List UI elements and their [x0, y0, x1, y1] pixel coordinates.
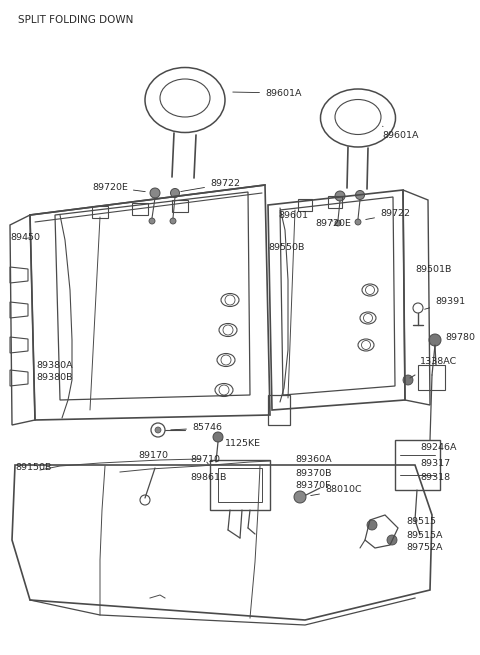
- Text: 89246A: 89246A: [420, 443, 456, 453]
- Circle shape: [335, 220, 341, 226]
- Text: 89370F: 89370F: [295, 481, 331, 491]
- Text: 89515A: 89515A: [406, 531, 443, 540]
- Circle shape: [335, 191, 345, 201]
- Text: 89780: 89780: [445, 333, 475, 343]
- Text: 89380B: 89380B: [36, 373, 72, 383]
- Text: 85746: 85746: [171, 424, 222, 432]
- Text: 89601A: 89601A: [233, 88, 301, 98]
- Text: 89150B: 89150B: [15, 464, 51, 472]
- Circle shape: [170, 218, 176, 224]
- Text: 89360A: 89360A: [295, 455, 332, 464]
- Circle shape: [149, 218, 155, 224]
- Circle shape: [367, 520, 377, 530]
- Text: 89515: 89515: [406, 517, 436, 527]
- Text: 89550B: 89550B: [268, 244, 304, 252]
- Text: 89601A: 89601A: [382, 126, 419, 140]
- Text: 89752A: 89752A: [406, 544, 443, 553]
- Circle shape: [403, 375, 413, 385]
- Text: 89861B: 89861B: [190, 472, 227, 481]
- Text: 89601: 89601: [278, 210, 308, 219]
- Text: 89170: 89170: [138, 451, 168, 460]
- Text: 89722: 89722: [181, 179, 240, 191]
- Text: 89450: 89450: [10, 233, 40, 242]
- Circle shape: [294, 491, 306, 503]
- Text: 89710: 89710: [190, 455, 220, 464]
- Text: 88010C: 88010C: [311, 485, 361, 496]
- Circle shape: [213, 432, 223, 442]
- Text: 89391: 89391: [425, 297, 465, 309]
- Circle shape: [356, 191, 364, 200]
- Circle shape: [355, 219, 361, 225]
- Circle shape: [170, 189, 180, 198]
- Circle shape: [387, 535, 397, 545]
- Text: 89722: 89722: [366, 210, 410, 219]
- Text: 89370B: 89370B: [295, 468, 332, 477]
- Text: 89720E: 89720E: [315, 219, 351, 229]
- Text: 89317: 89317: [420, 460, 450, 468]
- Text: 89380A: 89380A: [36, 360, 72, 369]
- Text: 1338AC: 1338AC: [420, 358, 457, 367]
- Text: 89318: 89318: [420, 472, 450, 481]
- Circle shape: [155, 427, 161, 433]
- Circle shape: [150, 188, 160, 198]
- Text: 89501B: 89501B: [415, 265, 451, 274]
- Text: SPLIT FOLDING DOWN: SPLIT FOLDING DOWN: [18, 15, 133, 25]
- Text: 89720E: 89720E: [92, 183, 145, 192]
- Circle shape: [429, 334, 441, 346]
- Text: 1125KE: 1125KE: [222, 438, 261, 447]
